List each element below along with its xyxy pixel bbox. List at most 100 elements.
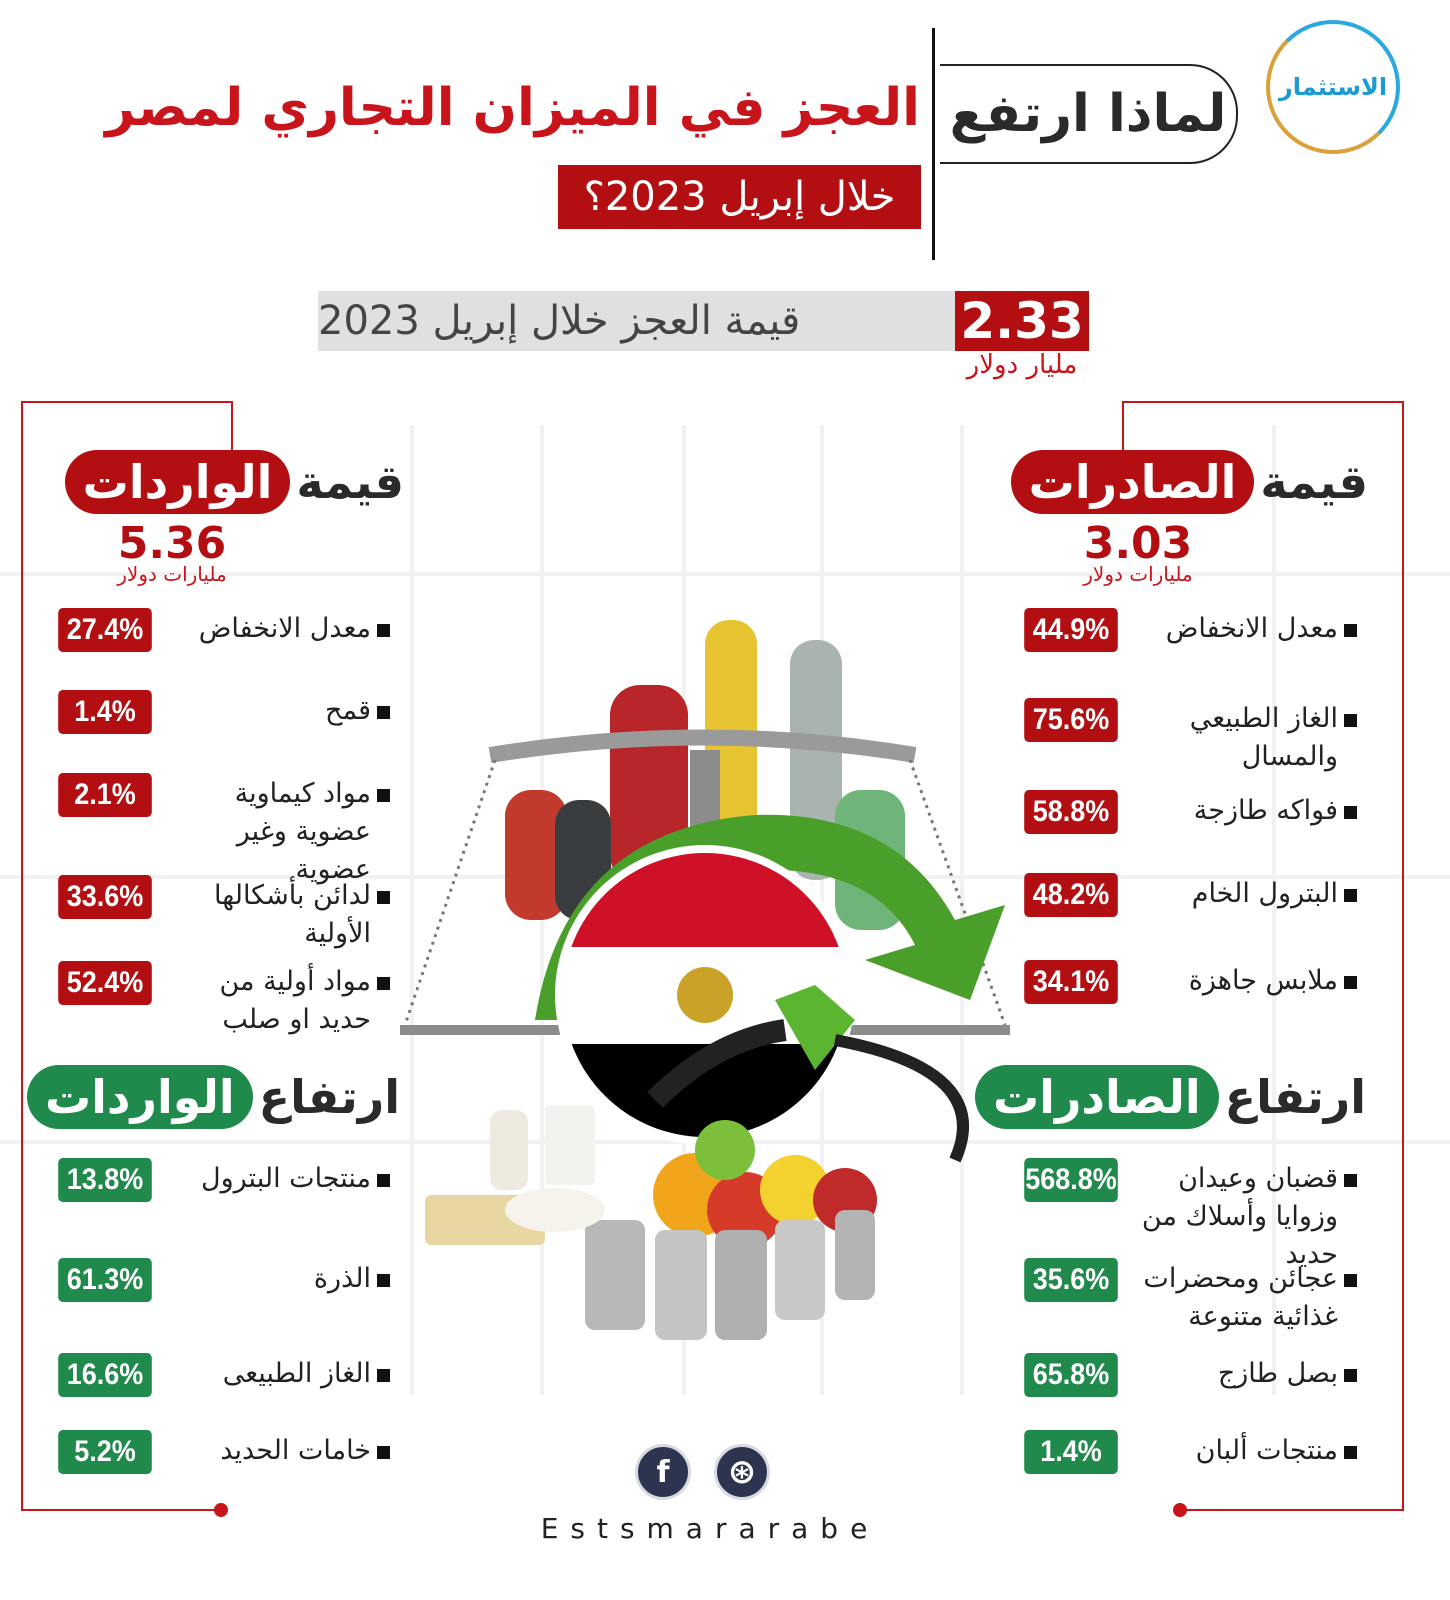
percent-badge: 16.6% (58, 1353, 152, 1397)
heading-prefix: قيمة (1260, 455, 1368, 509)
percent-badge: 48.2% (1024, 873, 1118, 917)
grid-line (1272, 425, 1276, 1395)
deficit-value: 2.33 (955, 291, 1089, 351)
exports-value-heading: قيمة الصادرات (1010, 450, 1368, 514)
percent-badge: 58.8% (1024, 790, 1118, 834)
list-item: عجائن ومحضرات غذائية متنوعة (1132, 1260, 1357, 1336)
percent-badge: 65.8% (1024, 1353, 1118, 1397)
percent-badge: 35.6% (1024, 1258, 1118, 1302)
list-item: معدل الانخفاض (162, 610, 390, 648)
percent-badge: 1.4% (1024, 1430, 1118, 1474)
item-label: لدائن بأشكالها الأولية (214, 880, 371, 949)
bullet-square-icon (377, 1446, 390, 1459)
percent-badge: 13.8% (58, 1158, 152, 1202)
frame-line (21, 1509, 221, 1511)
list-item: قضبان وعيدان وزوايا وأسلاك من حديد (1132, 1160, 1357, 1274)
percent-badge: 5.2% (58, 1430, 152, 1474)
grid-line (410, 425, 414, 1395)
heading-tag: الواردات (64, 450, 291, 514)
percent-badge: 1.4% (58, 690, 152, 734)
percent-badge: 52.4% (58, 961, 152, 1005)
bullet-square-icon (1344, 806, 1357, 819)
heading-prefix: ارتفاع (1224, 1070, 1366, 1124)
bullet-square-icon (377, 624, 390, 637)
list-item: مواد كيماوية عضوية وغير عضوية (162, 775, 390, 889)
list-item: بصل طازج (1132, 1355, 1357, 1393)
item-label: ملابس جاهزة (1188, 965, 1338, 996)
deficit-label: قيمة العجز خلال إبريل 2023 (318, 291, 958, 351)
bullet-square-icon (377, 891, 390, 904)
exports-value: 3.03 (1083, 518, 1193, 569)
imports-unit: مليارات دولار (117, 562, 227, 586)
item-label: الغاز الطبيعي والمسال (1189, 703, 1338, 772)
percent-badge: 27.4% (58, 608, 152, 652)
bullet-square-icon (377, 1369, 390, 1382)
scale-pan-left (400, 1025, 560, 1035)
percent-badge: 568.8% (1024, 1158, 1118, 1202)
bullet-square-icon (377, 1274, 390, 1287)
frame-dot (1173, 1503, 1187, 1517)
item-label: البترول الخام (1191, 878, 1338, 909)
list-item: قمح (162, 692, 390, 730)
bullet-square-icon (1344, 624, 1357, 637)
logo-text: الاستثمار (1278, 73, 1388, 101)
percent-badge: 44.9% (1024, 608, 1118, 652)
list-item: خامات الحديد (162, 1432, 390, 1470)
bullet-square-icon (1344, 976, 1357, 989)
brand-name: Estsmararabe (540, 1512, 880, 1545)
percent-badge: 33.6% (58, 875, 152, 919)
item-label: عجائن ومحضرات غذائية متنوعة (1143, 1263, 1338, 1332)
item-label: بصل طازج (1217, 1358, 1338, 1389)
bullet-square-icon (377, 977, 390, 990)
item-label: معدل الانخفاض (198, 613, 371, 644)
percent-badge: 34.1% (1024, 960, 1118, 1004)
list-item: فواكه طازجة (1132, 792, 1357, 830)
fuel-nozzle-icon (647, 985, 969, 1163)
bullet-square-icon (1344, 1174, 1357, 1187)
list-item: ملابس جاهزة (1132, 962, 1357, 1000)
bullet-square-icon (1344, 1446, 1357, 1459)
list-item: معدل الانخفاض (1132, 610, 1357, 648)
dairy-products-icon (425, 1105, 605, 1245)
eagle-emblem-icon (677, 967, 733, 1023)
item-label: الغاز الطبيعى (222, 1358, 371, 1389)
scale-pan-right (850, 1025, 1010, 1035)
site-logo[interactable]: الاستثمار (1266, 20, 1400, 154)
deficit-unit: مليار دولار (966, 350, 1078, 380)
page-subtitle: خلال إبريل 2023؟ (558, 165, 921, 229)
exports-increase-heading: ارتفاع الصادرات (974, 1065, 1366, 1129)
bullet-square-icon (377, 1174, 390, 1187)
bullet-square-icon (377, 789, 390, 802)
bullet-square-icon (1344, 889, 1357, 902)
exports-unit: مليارات دولار (1083, 562, 1193, 586)
imports-increase-heading: ارتفاع الواردات (26, 1065, 400, 1129)
item-label: مواد كيماوية عضوية وغير عضوية (234, 778, 371, 885)
list-item: مواد أولية من حديد او صلب (162, 963, 390, 1039)
imports-value: 5.36 (117, 518, 227, 569)
frame-line (1122, 401, 1403, 403)
bullet-square-icon (1344, 1369, 1357, 1382)
percent-badge: 61.3% (58, 1258, 152, 1302)
dribbble-icon[interactable]: ⊛ (714, 1444, 770, 1500)
list-item: الغاز الطبيعى (162, 1355, 390, 1393)
item-label: خامات الحديد (220, 1435, 371, 1466)
scale-beam (488, 729, 917, 763)
grid-line (960, 425, 964, 1395)
list-item: لدائن بأشكالها الأولية (162, 877, 390, 953)
heading-tag: الصادرات (974, 1065, 1219, 1129)
heading-tag: الصادرات (1010, 450, 1255, 514)
heading-prefix: قيمة (296, 455, 404, 509)
list-item: البترول الخام (1132, 875, 1357, 913)
frame-line (21, 401, 23, 1511)
item-label: منتجات البترول (201, 1163, 371, 1194)
frame-line (1180, 1509, 1404, 1511)
facebook-icon[interactable]: f (635, 1444, 691, 1500)
item-label: قمح (325, 695, 371, 726)
steel-rebar-icon (585, 1210, 875, 1340)
bullet-square-icon (1344, 1274, 1357, 1287)
list-item: منتجات ألبان (1132, 1432, 1357, 1470)
item-label: منتجات ألبان (1195, 1435, 1338, 1466)
heading-tag: الواردات (26, 1065, 253, 1129)
header-pill: لماذا ارتفع (940, 64, 1238, 164)
